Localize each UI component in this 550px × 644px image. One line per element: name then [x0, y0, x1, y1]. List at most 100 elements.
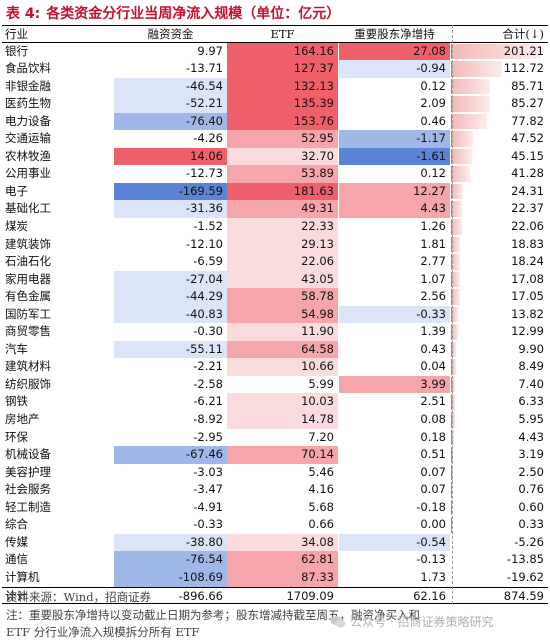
holder-value: 0.12 — [339, 165, 451, 183]
total-value-cell: 22.06 — [451, 218, 548, 236]
etf-value: 52.95 — [227, 130, 339, 148]
etf-value: 14.78 — [227, 411, 339, 429]
total-value: 45.15 — [511, 148, 544, 163]
holder-value: 0.51 — [339, 446, 451, 464]
margin-value: -108.69 — [114, 568, 227, 587]
industry-name: 石油石化 — [5, 254, 51, 269]
total-value-cell: 85.27 — [451, 95, 548, 113]
margin-value: -1.52 — [193, 219, 223, 234]
table-row: 家用电器 -27.04 43.05 1.07 17.08 — [2, 270, 548, 289]
margin-value: -0.33 — [193, 517, 223, 532]
holder-value: -0.54 — [339, 533, 451, 552]
table-row: 房地产 -8.92 14.78 0.08 5.95 — [2, 411, 548, 429]
total-value-cell: 6.33 — [451, 393, 548, 411]
industry-name: 美容护理 — [5, 464, 51, 479]
header-total[interactable]: 合计(↓) — [502, 27, 544, 41]
table-row: 通信 -76.54 62.81 -0.13 -13.85 — [2, 551, 548, 569]
total-value-cell: 8.49 — [451, 358, 548, 376]
total-value: 4.43 — [518, 429, 544, 444]
table-body: 银行 9.97 164.16 27.08 201.21 食品饮料 -13.71 127.37-… — [2, 42, 548, 587]
industry-name: 机械设备 — [5, 447, 51, 462]
industry-name: 建筑材料 — [5, 359, 51, 374]
total-value-cell: 3.19 — [451, 446, 548, 464]
holder-value: -1.17 — [339, 130, 451, 148]
total-margin: -896.66 — [178, 588, 223, 603]
table-row: 电力设备 -76.40 153.76 0.46 77.82 — [2, 112, 548, 131]
margin-value: -3.47 — [193, 482, 223, 497]
industry-name: 建筑装饰 — [5, 236, 51, 251]
table-row: 商贸零售 -0.30 11.90 1.39 12.99 — [2, 323, 548, 341]
total-value-cell: 24.31 — [451, 183, 548, 201]
margin-value: -6.59 — [193, 254, 223, 269]
total-value-cell: 5.95 — [451, 411, 548, 429]
holder-value: -0.18 — [339, 498, 451, 517]
margin-value: -12.73 — [185, 166, 223, 181]
total-value: -5.26 — [514, 534, 544, 549]
total-value-cell: 17.05 — [451, 288, 548, 306]
margin-value: -31.36 — [114, 200, 227, 219]
etf-value: 62.81 — [227, 551, 339, 569]
total-data-bar — [451, 113, 487, 130]
total-value-cell: 13.82 — [451, 306, 548, 324]
industry-name: 国防军工 — [5, 306, 51, 321]
etf-value: 87.33 — [227, 568, 339, 587]
total-data-bar — [451, 43, 542, 60]
total-value-cell: 112.72 — [451, 60, 548, 78]
header-holder: 重要股东净增持 — [339, 26, 451, 42]
total-value-cell: 18.83 — [451, 236, 548, 254]
etf-value: 43.05 — [227, 270, 339, 289]
total-value: 24.31 — [511, 183, 544, 198]
holder-value: 2.51 — [339, 393, 451, 412]
total-data-bar — [451, 78, 490, 95]
holder-value: -0.33 — [339, 305, 451, 324]
industry-name: 家用电器 — [5, 271, 51, 286]
holder-value: -0.13 — [339, 551, 451, 569]
total-value: 17.05 — [511, 289, 544, 304]
header-industry: 行业 — [5, 27, 28, 41]
total-value: 2.50 — [518, 464, 544, 479]
margin-value: -13.71 — [185, 61, 223, 76]
holder-value: 27.08 — [339, 42, 451, 61]
holder-value: 4.43 — [339, 200, 451, 219]
margin-value: -4.91 — [193, 499, 223, 514]
etf-value: 54.98 — [227, 305, 339, 324]
table-row: 石油石化 -6.59 22.06 2.77 18.24 — [2, 253, 548, 271]
holder-value: 0.43 — [339, 340, 451, 359]
notes: 资料来源：Wind，招商证券 注：重要股东净增持以变动截止日期为参考；股东增减持… — [6, 589, 420, 642]
total-value-cell: 45.15 — [451, 148, 548, 166]
etf-value: 0.66 — [227, 516, 339, 534]
industry-name: 有色金属 — [5, 289, 51, 304]
total-value: -13.85 — [506, 552, 544, 567]
total-value: 0.60 — [518, 499, 544, 514]
total-value: 18.24 — [511, 254, 544, 269]
holder-value: 2.77 — [339, 253, 451, 271]
total-value: 17.08 — [511, 271, 544, 286]
etf-value: 22.06 — [227, 253, 339, 271]
etf-value: 64.58 — [227, 340, 339, 359]
total-value: 22.06 — [511, 219, 544, 234]
margin-value: -67.46 — [114, 446, 227, 464]
total-data-bar — [451, 517, 453, 533]
etf-value: 127.37 — [227, 60, 339, 78]
total-data-bar — [451, 183, 463, 200]
margin-value: -3.03 — [193, 464, 223, 479]
zero-axis-line — [452, 25, 453, 605]
margin-value: -6.21 — [193, 394, 223, 409]
total-data-bar — [451, 131, 474, 147]
total-data-bar — [451, 219, 462, 235]
margin-value: -169.59 — [114, 182, 227, 201]
total-value-cell: 41.28 — [451, 165, 548, 183]
holder-value: 0.00 — [339, 516, 451, 534]
etf-value: 132.13 — [227, 77, 339, 96]
table-row: 计算机 -108.69 87.33 1.73 -19.62 — [2, 568, 548, 587]
holder-value: 1.39 — [339, 323, 451, 341]
table-row: 医药生物 -52.21 135.39 2.09 85.27 — [2, 95, 548, 113]
total-data-bar — [451, 306, 459, 323]
margin-value: -44.29 — [114, 288, 227, 306]
total-value: 0.33 — [518, 517, 544, 532]
total-value: 112.72 — [503, 61, 544, 76]
table-row: 汽车 -55.11 64.58 0.43 9.90 — [2, 340, 548, 359]
table-row: 纺织服饰 -2.58 5.99 3.99 7.40 — [2, 375, 548, 394]
etf-value: 4.16 — [227, 481, 339, 499]
industry-name: 农林牧渔 — [5, 148, 51, 163]
